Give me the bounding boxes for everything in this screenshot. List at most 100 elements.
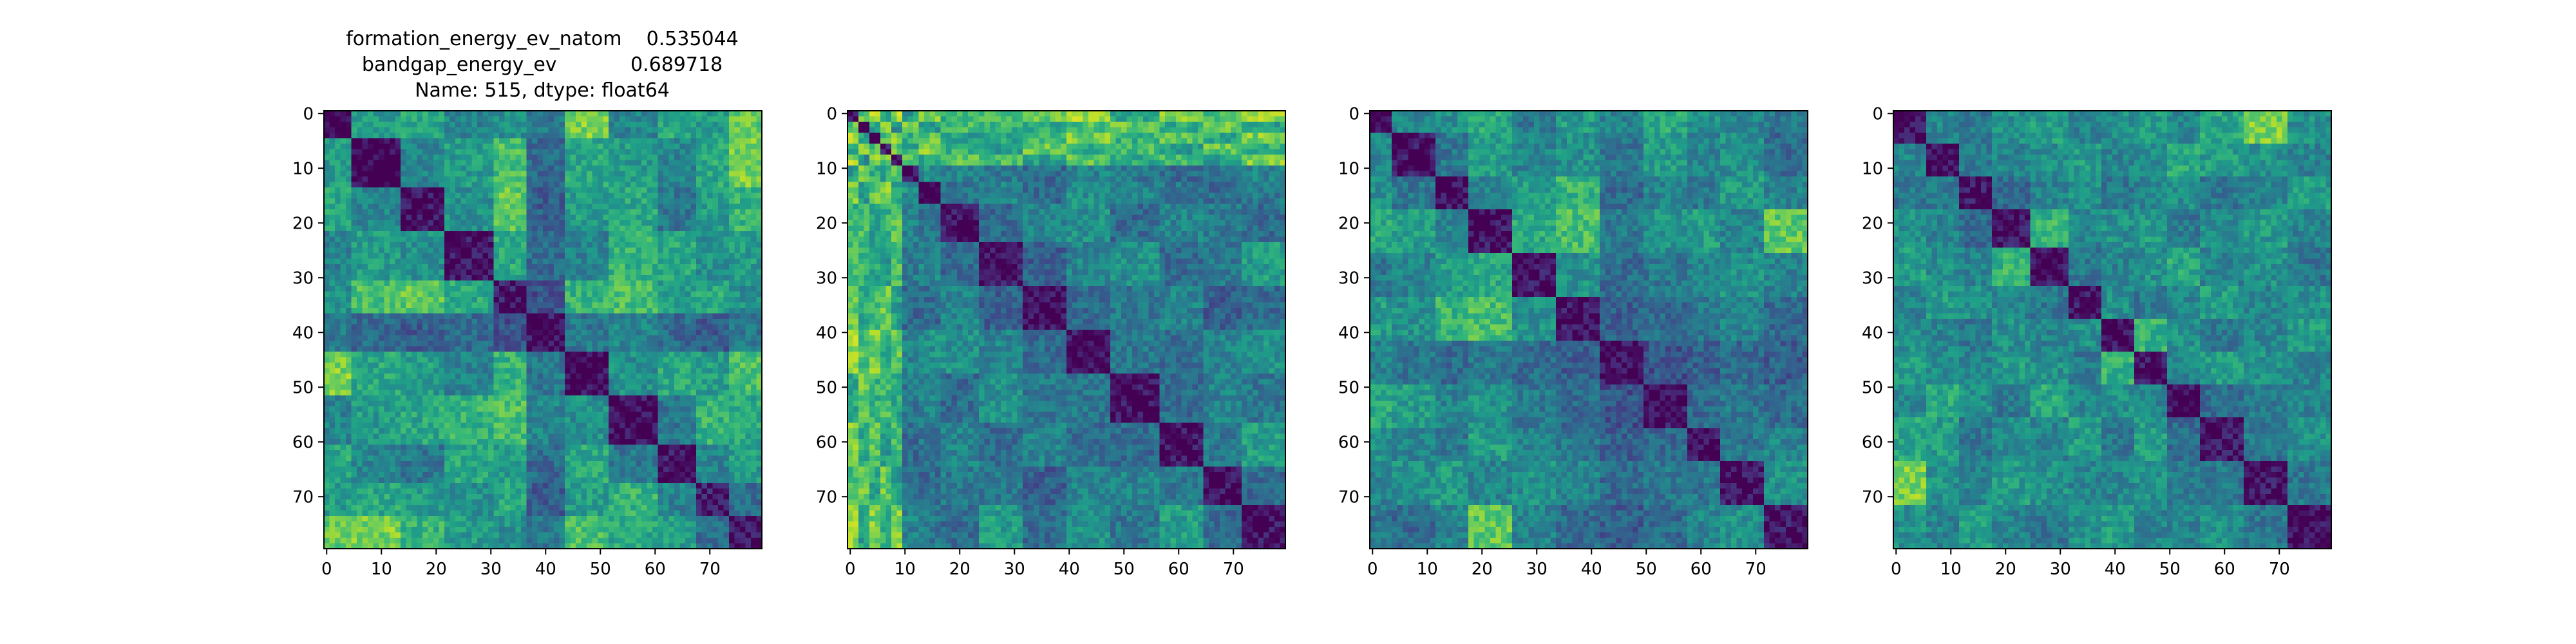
heatmap-cell xyxy=(493,160,500,166)
heatmap-cell xyxy=(395,406,401,412)
heatmap-cell xyxy=(477,412,483,418)
heatmap-cell xyxy=(368,275,374,281)
heatmap-cell xyxy=(668,231,675,237)
heatmap-cell xyxy=(740,225,746,232)
heatmap-cell xyxy=(450,450,456,456)
heatmap-cell xyxy=(504,428,511,434)
heatmap-cell xyxy=(395,166,401,171)
heatmap-cell xyxy=(587,275,592,281)
heatmap-cell xyxy=(357,269,363,276)
heatmap-cell xyxy=(477,193,483,199)
heatmap-cell xyxy=(433,204,439,210)
heatmap-cell xyxy=(526,422,533,429)
heatmap-cell xyxy=(729,127,735,133)
heatmap-cell xyxy=(324,302,330,308)
heatmap-cell xyxy=(614,236,620,243)
heatmap-cell xyxy=(630,225,636,232)
heatmap-cell xyxy=(668,204,675,210)
heatmap-cell xyxy=(630,236,636,243)
heatmap-cell xyxy=(674,428,680,434)
heatmap-cell xyxy=(395,264,401,270)
heatmap-cell xyxy=(460,258,467,265)
heatmap-cell xyxy=(647,236,653,243)
heatmap-cell xyxy=(526,209,533,215)
heatmap-cell xyxy=(729,225,735,232)
heatmap-cell xyxy=(433,313,439,319)
heatmap-cell xyxy=(614,138,620,144)
heatmap-cell xyxy=(620,209,625,215)
heatmap-cell xyxy=(718,236,724,243)
heatmap-cell xyxy=(554,220,560,226)
heatmap-cell xyxy=(652,275,658,281)
heatmap-cell xyxy=(565,214,571,221)
heatmap-cell xyxy=(609,182,614,188)
heatmap-cell xyxy=(751,313,757,319)
heatmap-cell xyxy=(685,149,691,155)
heatmap-cell xyxy=(652,242,658,248)
heatmap-cell xyxy=(734,319,741,325)
heatmap-cell xyxy=(565,319,571,325)
heatmap-cell xyxy=(740,209,746,215)
heatmap-cell xyxy=(444,302,450,308)
heatmap-cell xyxy=(712,111,719,117)
heatmap-cell xyxy=(641,335,647,341)
heatmap-cell xyxy=(641,220,647,226)
heatmap-cell xyxy=(729,209,735,215)
heatmap-cell xyxy=(499,346,505,352)
heatmap-cell xyxy=(482,214,489,221)
heatmap-cell xyxy=(614,335,620,341)
heatmap-cell xyxy=(521,144,527,149)
heatmap-cell xyxy=(532,313,538,319)
heatmap-cell xyxy=(379,204,384,210)
heatmap-cell xyxy=(346,401,352,407)
heatmap-cell xyxy=(570,330,576,336)
heatmap-cell xyxy=(690,297,697,303)
heatmap-cell xyxy=(570,269,576,276)
heatmap-cell xyxy=(504,149,511,155)
heatmap-cell xyxy=(477,253,483,259)
heatmap-cell xyxy=(384,149,390,155)
heatmap-cell xyxy=(620,236,625,243)
heatmap-cell xyxy=(390,357,395,363)
heatmap-cell xyxy=(729,171,735,177)
heatmap-cell xyxy=(756,111,762,117)
heatmap-cell xyxy=(493,198,500,204)
heatmap-cell xyxy=(357,363,363,368)
heatmap-cell xyxy=(668,291,675,298)
heatmap-cell xyxy=(641,286,647,292)
heatmap-cell xyxy=(745,428,752,434)
heatmap-cell xyxy=(466,144,472,149)
heatmap-cell xyxy=(466,149,472,155)
heatmap-cell xyxy=(729,308,735,314)
heatmap-cell xyxy=(756,395,762,401)
heatmap-cell xyxy=(477,357,483,363)
heatmap-cell xyxy=(658,204,664,210)
heatmap-cell xyxy=(471,384,478,390)
heatmap-cell xyxy=(482,324,489,330)
heatmap-cell xyxy=(390,160,395,166)
heatmap-cell xyxy=(674,291,680,298)
heatmap-cell xyxy=(609,242,614,248)
heatmap-cell xyxy=(329,236,336,243)
heatmap-cell xyxy=(592,352,598,357)
heatmap-cell xyxy=(515,160,522,166)
heatmap-cell xyxy=(745,379,752,385)
heatmap-cell xyxy=(548,346,554,352)
heatmap-cell xyxy=(384,198,390,204)
heatmap-cell xyxy=(696,444,702,451)
heatmap-cell xyxy=(734,247,741,254)
heatmap-cell xyxy=(324,182,330,188)
heatmap-cell xyxy=(592,384,598,390)
heatmap-cell xyxy=(701,166,708,171)
heatmap-cell xyxy=(576,138,582,144)
heatmap-cell xyxy=(707,264,713,270)
heatmap-cell xyxy=(357,242,363,248)
heatmap-cell xyxy=(543,379,549,385)
heatmap-cell xyxy=(723,439,730,445)
heatmap-cell xyxy=(439,269,445,276)
heatmap-cell xyxy=(668,155,675,160)
heatmap-cell xyxy=(340,275,346,281)
heatmap-cell xyxy=(390,258,395,265)
heatmap-cell xyxy=(390,111,395,117)
